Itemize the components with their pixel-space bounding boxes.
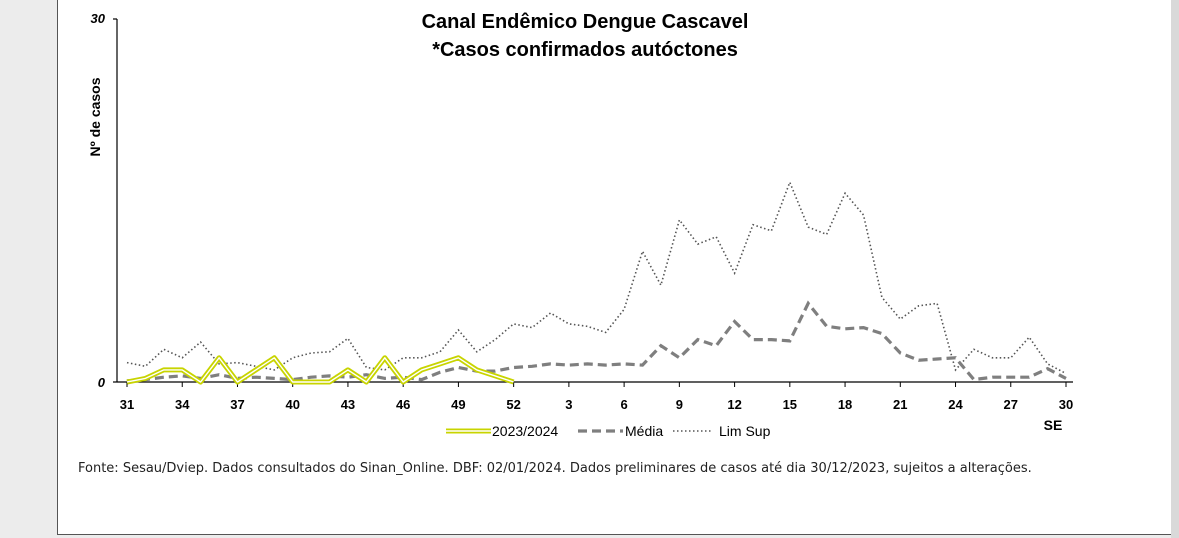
x-tick-label: 46	[396, 397, 410, 412]
viewer-scroll-strip	[1171, 0, 1179, 538]
source-note: Fonte: Sesau/Dviep. Dados consultados do…	[78, 461, 1032, 476]
x-tick-label: 21	[893, 397, 907, 412]
x-tick-label: 18	[838, 397, 852, 412]
x-tick-label: 52	[506, 397, 520, 412]
x-tick-label: 15	[783, 397, 797, 412]
legend-label-media: Média	[625, 423, 663, 439]
chart-legend: 2023/2024 Média Lim Sup	[446, 423, 771, 439]
x-tick-label: 24	[948, 397, 963, 412]
x-tick-label: 43	[341, 397, 355, 412]
x-tick-label: 49	[451, 397, 465, 412]
x-axis-label: SE	[1044, 417, 1063, 433]
series-line-2023-2024-inner	[126, 357, 514, 383]
x-tick-label: 6	[621, 397, 628, 412]
x-tick-label: 3	[565, 397, 572, 412]
y-tick-label: 30	[91, 11, 106, 26]
x-tick-label: 40	[285, 397, 299, 412]
chart-subtitle: *Casos confirmados autóctones	[432, 39, 738, 61]
series-line-2023-2024	[126, 355, 515, 385]
x-tick-label: 27	[1004, 397, 1018, 412]
series-line-lim-sup	[126, 180, 1067, 375]
document-page	[57, 0, 1173, 535]
x-tick-label: 34	[175, 397, 190, 412]
chart-title: Canal Endêmico Dengue Cascavel	[422, 11, 749, 33]
legend-label-2023-2024: 2023/2024	[492, 423, 558, 439]
x-tick-label: 37	[230, 397, 244, 412]
series-line-media	[126, 300, 1067, 383]
x-tick-label: 30	[1059, 397, 1073, 412]
y-tick-label: 0	[98, 375, 106, 390]
x-tick-label: 12	[727, 397, 741, 412]
y-axis-label: Nº de casos	[87, 77, 103, 156]
x-tick-label: 9	[676, 397, 683, 412]
x-tick-label: 31	[120, 397, 134, 412]
legend-label-lim-sup: Lim Sup	[719, 423, 771, 439]
